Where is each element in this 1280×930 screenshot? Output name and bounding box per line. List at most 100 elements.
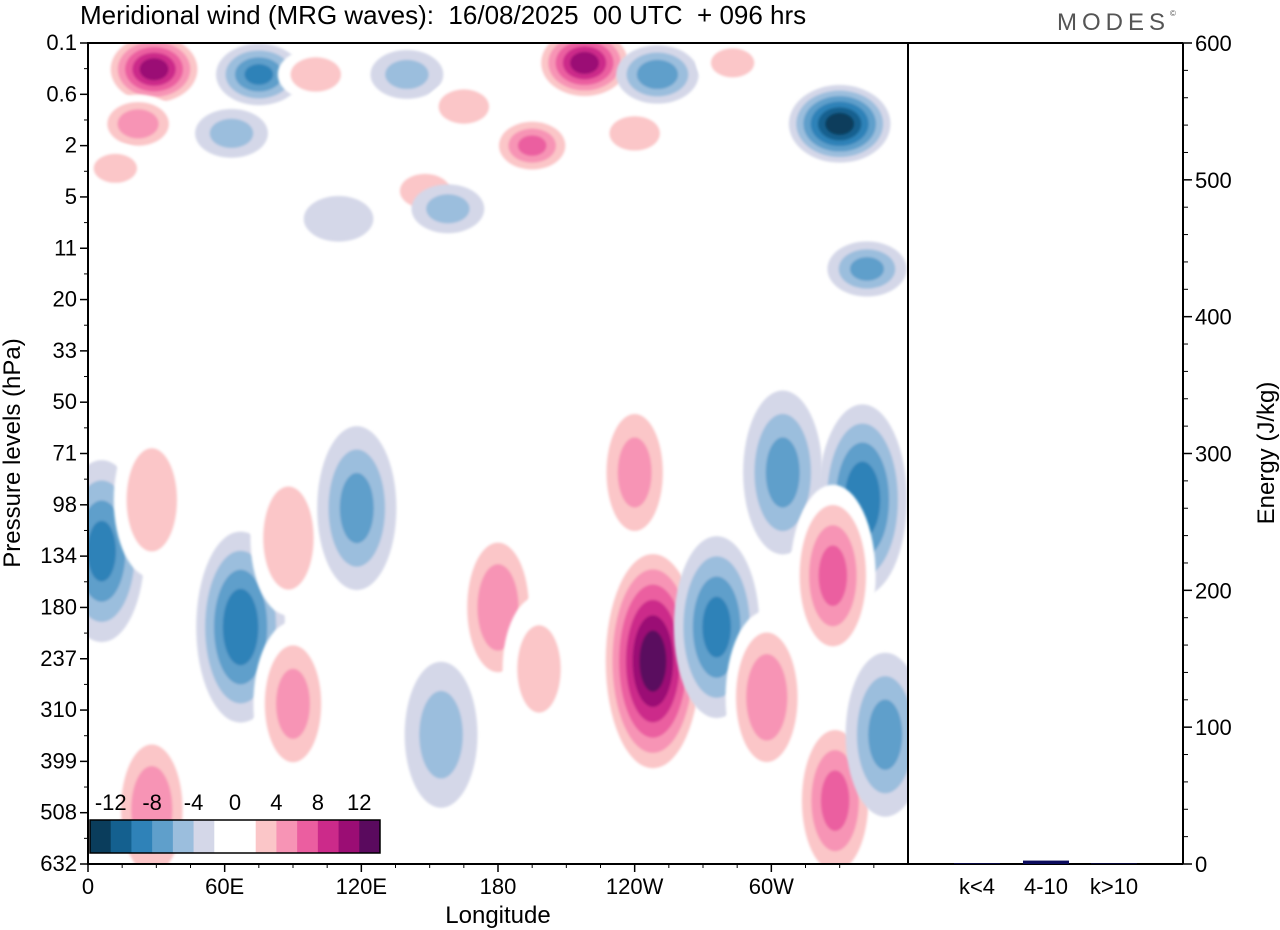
- colorbar-swatch: [152, 820, 174, 853]
- contour-blob: [280, 345, 351, 392]
- colorbar-label: -12: [95, 790, 127, 815]
- contour-blob: [616, 45, 699, 104]
- contour-blob: [96, 94, 180, 154]
- energy-tick-label: 0: [1195, 852, 1207, 877]
- contour-blob: [155, 215, 226, 262]
- contour-level: [746, 654, 788, 741]
- colorbar-label: 12: [347, 790, 371, 815]
- y-tick-label: 20: [53, 287, 77, 312]
- y-tick-label: 180: [40, 594, 77, 619]
- x-axis-title: Longitude: [445, 902, 550, 929]
- colorbar-swatch: [297, 820, 319, 853]
- contour-blob: [250, 460, 327, 616]
- colorbar-swatch: [193, 820, 215, 853]
- energy-tick-label: 300: [1195, 442, 1232, 467]
- x-tick-label: 60W: [749, 874, 794, 899]
- contour-level: [818, 545, 848, 607]
- contour-level: [276, 668, 310, 739]
- contour-blob: [596, 107, 673, 160]
- energy-tick-label: 200: [1195, 578, 1232, 603]
- colorbar-label: 4: [270, 790, 282, 815]
- contour-level: [477, 564, 519, 651]
- y-tick-label: 0.1: [46, 30, 77, 55]
- contour-level: [617, 437, 652, 508]
- contour-field: [88, 43, 908, 864]
- contour-blob: [533, 43, 636, 102]
- contour-blob: [425, 80, 502, 133]
- colorbar-swatch: [131, 820, 153, 853]
- contour-blob: [508, 252, 579, 298]
- contour-blob: [743, 390, 823, 555]
- contour-blob: [370, 50, 444, 99]
- contour-level: [825, 112, 855, 135]
- colorbar-label: -4: [184, 790, 204, 815]
- contour-blob: [489, 114, 575, 177]
- contour-blob: [411, 184, 485, 234]
- y-tick-label: 50: [53, 389, 77, 414]
- contour-level: [710, 48, 755, 78]
- contour-level: [263, 486, 314, 590]
- colorbar-label: 8: [312, 790, 324, 815]
- energy-tick-label: 600: [1195, 31, 1232, 56]
- contour-level: [639, 630, 667, 692]
- contour-level: [88, 520, 116, 582]
- contour-level: [513, 335, 583, 381]
- y-tick-label: 98: [53, 492, 77, 517]
- contour-blob: [595, 390, 675, 555]
- contour-level: [517, 135, 547, 156]
- contour-level: [139, 58, 169, 81]
- brand-text: MODES: [1057, 9, 1171, 36]
- energy-bar: [1023, 860, 1069, 864]
- contour-level: [702, 596, 731, 658]
- colorbar-swatch: [235, 820, 257, 853]
- x-tick-label: 180: [480, 874, 517, 899]
- brand-logo: MODES©: [1057, 9, 1176, 37]
- contour-level: [117, 109, 159, 139]
- energy-tick-label: 100: [1195, 715, 1232, 740]
- brand-mark: ©: [1170, 9, 1176, 18]
- contour-level: [222, 588, 259, 666]
- contour-blob: [502, 595, 576, 742]
- colorbar-swatch: [338, 820, 360, 853]
- contour-level: [868, 699, 903, 770]
- y-tick-label: 71: [53, 441, 77, 466]
- contour-level: [339, 473, 374, 544]
- energy-tick-label: 400: [1195, 305, 1232, 330]
- contour-level: [303, 196, 374, 242]
- contour-level: [438, 89, 490, 124]
- axes: 0.1 0.6 2 5 11 20 33 50 71 98 134 180 237 310 399 508 63…: [0, 30, 909, 929]
- contour-level: [155, 215, 226, 262]
- contour-blob: [195, 108, 268, 158]
- contour-blob: [818, 404, 907, 596]
- contour-level: [609, 116, 660, 151]
- contour-level: [765, 437, 800, 508]
- contour-level: [385, 59, 429, 90]
- contour-blob: [696, 43, 770, 88]
- x-tick-label: 120E: [336, 874, 387, 899]
- y-tick-label: 11: [54, 235, 77, 260]
- colorbar-swatch: [276, 820, 298, 853]
- contour-blob: [788, 85, 891, 163]
- colorbar-swatch: [317, 820, 340, 853]
- contour-level: [645, 212, 716, 258]
- contour-blob: [253, 621, 333, 786]
- colorbar-swatch: [255, 820, 277, 853]
- y-tick-label: 5: [65, 184, 77, 209]
- colorbar-label: 0: [229, 790, 241, 815]
- y-tick-label: 134: [40, 543, 77, 568]
- x-tick-label: 120W: [606, 874, 664, 899]
- contour-blob: [303, 196, 374, 242]
- chart-title: Meridional wind (MRG waves): 16/08/2025 …: [80, 0, 807, 30]
- contour-blob: [277, 48, 354, 101]
- colorbar-swatch: [359, 820, 381, 853]
- energy-bar: [1091, 863, 1137, 864]
- y-axis-title: Pressure levels (hPa): [0, 338, 26, 567]
- contour-blob: [845, 652, 908, 817]
- colorbar-frame: [89, 819, 381, 854]
- energy-tick-label: 500: [1195, 168, 1232, 193]
- y-tick-label: 0.6: [46, 81, 77, 106]
- energy-category-label: k>10: [1090, 874, 1138, 899]
- contour-level: [280, 345, 351, 392]
- colorbar-swatch: [110, 820, 132, 853]
- y-tick-label: 310: [40, 697, 77, 722]
